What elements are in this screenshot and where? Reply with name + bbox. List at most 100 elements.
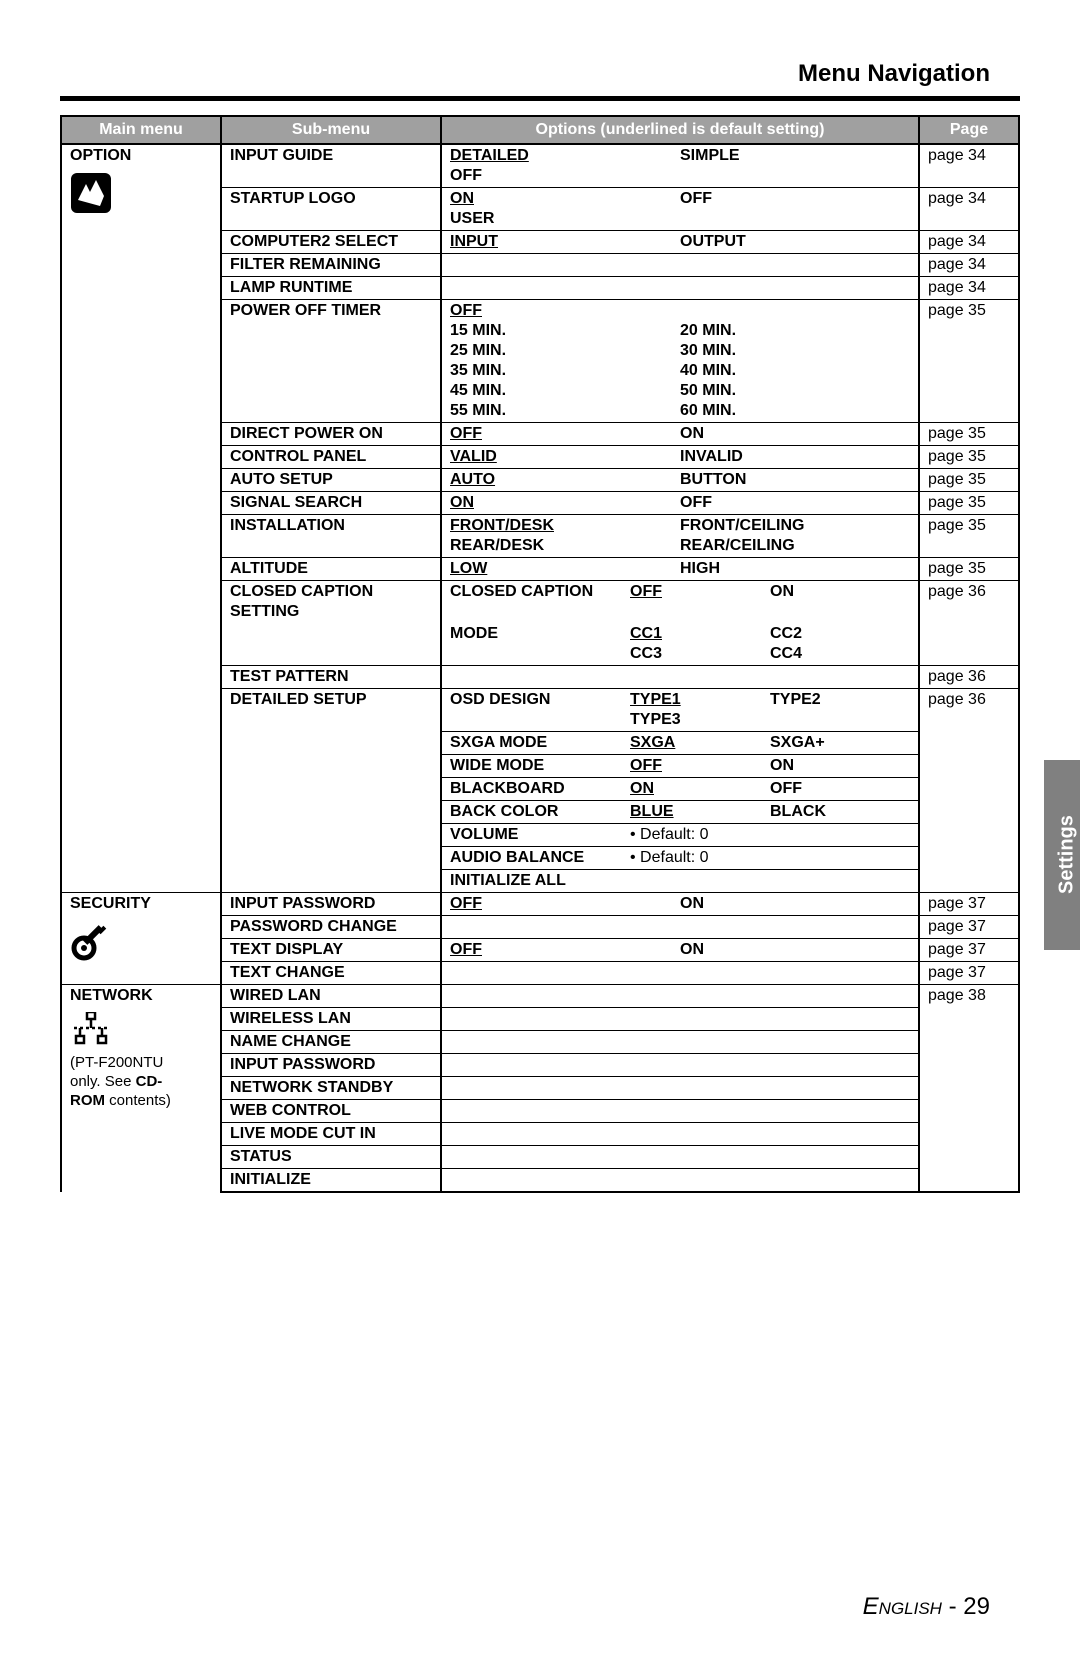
opts-1: [441, 916, 919, 939]
page-0: page 38: [919, 985, 1019, 1008]
opts-1: [441, 1008, 919, 1031]
page-21: [919, 847, 1019, 870]
page-12: page 36: [919, 581, 1019, 624]
page-0: page 34: [919, 144, 1019, 188]
opts-2: OFFON: [441, 939, 919, 962]
page-8: page 35: [919, 469, 1019, 492]
page-11: page 35: [919, 558, 1019, 581]
sub-3: INPUT PASSWORD: [221, 1054, 441, 1077]
opts-6: [441, 1123, 919, 1146]
opts-21: AUDIO BALANCE• Default: 0: [441, 847, 919, 870]
sub-6: DIRECT POWER ON: [221, 423, 441, 446]
sub-1: WIRELESS LAN: [221, 1008, 441, 1031]
sub-16: [221, 732, 441, 755]
opts-7: [441, 1146, 919, 1169]
opts-16: SXGA MODESXGASXGA+: [441, 732, 919, 755]
sub-1: STARTUP LOGO: [221, 188, 441, 231]
th-options: Options (underlined is default setting): [441, 116, 919, 144]
page-4: page 34: [919, 277, 1019, 300]
page-9: page 35: [919, 492, 1019, 515]
page-7: page 35: [919, 446, 1019, 469]
page-6: [919, 1123, 1019, 1146]
opts-2: INPUTOUTPUT: [441, 231, 919, 254]
opts-1: ONOFFUSER: [441, 188, 919, 231]
sub-2: TEXT DISPLAY: [221, 939, 441, 962]
opts-22: INITIALIZE ALL: [441, 870, 919, 893]
sub-4: NETWORK STANDBY: [221, 1077, 441, 1100]
opts-18: BLACKBOARDONOFF: [441, 778, 919, 801]
opts-13: MODECC1CC2CC3CC4: [441, 623, 919, 666]
page-4: [919, 1077, 1019, 1100]
opts-20: VOLUME• Default: 0: [441, 824, 919, 847]
sub-7: STATUS: [221, 1146, 441, 1169]
sub-15: DETAILED SETUP: [221, 689, 441, 732]
page-1: page 37: [919, 916, 1019, 939]
opts-0: DETAILEDSIMPLEOFF: [441, 144, 919, 188]
sub-2: COMPUTER2 SELECT: [221, 231, 441, 254]
opts-5: [441, 1100, 919, 1123]
page-3: [919, 1054, 1019, 1077]
page-18: [919, 778, 1019, 801]
sub-18: [221, 778, 441, 801]
th-page: Page: [919, 116, 1019, 144]
sub-3: TEXT CHANGE: [221, 962, 441, 985]
opts-10: FRONT/DESKFRONT/CEILINGREAR/DESKREAR/CEI…: [441, 515, 919, 558]
opts-14: [441, 666, 919, 689]
footer: English - 29: [60, 1593, 1020, 1621]
page-5: [919, 1100, 1019, 1123]
page-2: [919, 1031, 1019, 1054]
page-5: page 35: [919, 300, 1019, 423]
sub-0: INPUT PASSWORD: [221, 893, 441, 916]
sub-8: AUTO SETUP: [221, 469, 441, 492]
page-17: [919, 755, 1019, 778]
page-10: page 35: [919, 515, 1019, 558]
side-tab-settings: Settings: [1044, 760, 1080, 950]
opts-3: [441, 1054, 919, 1077]
sub-20: [221, 824, 441, 847]
page-13: [919, 623, 1019, 666]
network-icon: [70, 1012, 212, 1054]
sub-0: INPUT GUIDE: [221, 144, 441, 188]
page-14: page 36: [919, 666, 1019, 689]
page-2: page 37: [919, 939, 1019, 962]
sub-22: [221, 870, 441, 893]
main-network: NETWORK(PT-F200NTUonly. See CD-ROM conte…: [61, 985, 221, 1193]
page-2: page 34: [919, 231, 1019, 254]
opts-4: [441, 277, 919, 300]
page-19: [919, 801, 1019, 824]
sub-6: LIVE MODE CUT IN: [221, 1123, 441, 1146]
opts-8: AUTOBUTTON: [441, 469, 919, 492]
opts-0: [441, 985, 919, 1008]
opts-15: OSD DESIGNTYPE1TYPE2TYPE3: [441, 689, 919, 732]
opts-5: OFF15 MIN.20 MIN.25 MIN.30 MIN.35 MIN.40…: [441, 300, 919, 423]
page-6: page 35: [919, 423, 1019, 446]
sub-21: [221, 847, 441, 870]
main-security: SECURITY: [61, 893, 221, 985]
sub-5: WEB CONTROL: [221, 1100, 441, 1123]
page-0: page 37: [919, 893, 1019, 916]
option-icon: [70, 172, 212, 220]
sub-8: INITIALIZE: [221, 1169, 441, 1193]
th-sub: Sub-menu: [221, 116, 441, 144]
th-main: Main menu: [61, 116, 221, 144]
sub-2: NAME CHANGE: [221, 1031, 441, 1054]
page-15: page 36: [919, 689, 1019, 732]
opts-11: LOWHIGH: [441, 558, 919, 581]
page-8: [919, 1169, 1019, 1193]
sub-4: LAMP RUNTIME: [221, 277, 441, 300]
page-20: [919, 824, 1019, 847]
opts-4: [441, 1077, 919, 1100]
sub-12: CLOSED CAPTION SETTING: [221, 581, 441, 624]
sub-17: [221, 755, 441, 778]
opts-6: OFFON: [441, 423, 919, 446]
main-option: OPTION: [61, 144, 221, 893]
page-22: [919, 870, 1019, 893]
opts-3: [441, 962, 919, 985]
sub-11: ALTITUDE: [221, 558, 441, 581]
footer-lang: English: [863, 1593, 942, 1620]
menu-table: Main menu Sub-menu Options (underlined i…: [60, 115, 1020, 1193]
opts-12: CLOSED CAPTIONOFFON: [441, 581, 919, 624]
sub-5: POWER OFF TIMER: [221, 300, 441, 423]
page-title: Menu Navigation: [60, 60, 1020, 96]
page-3: page 37: [919, 962, 1019, 985]
